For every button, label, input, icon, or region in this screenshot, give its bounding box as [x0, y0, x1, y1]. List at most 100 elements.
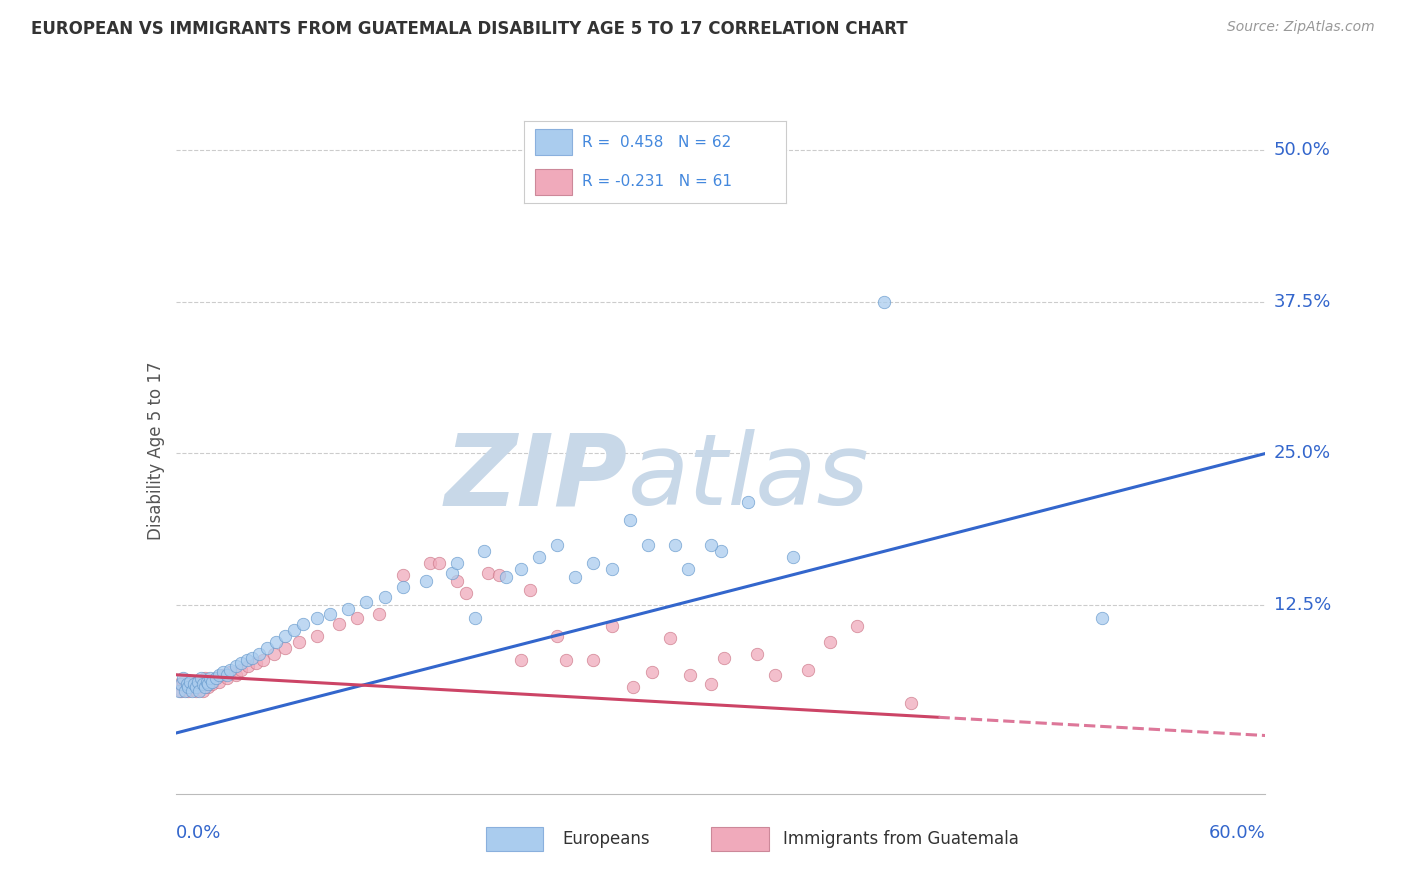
Point — [640, 665, 662, 680]
Point — [356, 595, 378, 609]
Point — [231, 663, 253, 677]
Point — [319, 607, 342, 621]
Point — [173, 680, 195, 694]
Point — [235, 653, 257, 667]
Point — [181, 675, 204, 690]
Text: atlas: atlas — [628, 429, 869, 526]
Point — [256, 640, 278, 655]
Point — [212, 665, 235, 680]
Point — [194, 680, 217, 694]
Point — [179, 680, 201, 694]
Point — [509, 562, 531, 576]
Point — [710, 543, 733, 558]
Point — [219, 663, 242, 677]
Point — [181, 683, 204, 698]
Point — [188, 683, 211, 698]
Point — [274, 640, 297, 655]
Point — [546, 629, 568, 643]
Point — [782, 549, 804, 564]
Point — [179, 675, 201, 690]
Point — [215, 672, 238, 686]
Text: 60.0%: 60.0% — [1209, 824, 1265, 842]
Point — [184, 683, 207, 698]
Point — [415, 574, 437, 589]
Point — [264, 635, 287, 649]
Text: 50.0%: 50.0% — [1274, 141, 1330, 159]
Point — [307, 629, 329, 643]
Point — [391, 568, 413, 582]
Point — [564, 570, 586, 584]
Point — [283, 623, 305, 637]
Point — [495, 570, 517, 584]
Point — [477, 566, 499, 580]
Point — [427, 556, 450, 570]
Point — [177, 680, 200, 694]
Point — [519, 582, 541, 597]
Point — [1091, 610, 1114, 624]
Point — [191, 683, 214, 698]
Point — [555, 653, 578, 667]
Point — [337, 602, 360, 616]
Point — [391, 580, 413, 594]
Point — [176, 677, 198, 691]
Point — [509, 653, 531, 667]
Point — [252, 653, 274, 667]
Text: Source: ZipAtlas.com: Source: ZipAtlas.com — [1227, 20, 1375, 34]
Point — [194, 672, 217, 686]
Point — [197, 677, 219, 691]
Point — [201, 677, 224, 691]
Point — [190, 677, 212, 691]
Point — [456, 586, 478, 600]
Text: 37.5%: 37.5% — [1274, 293, 1331, 310]
Text: ZIP: ZIP — [444, 429, 628, 526]
Point — [664, 538, 686, 552]
Point — [374, 590, 396, 604]
Point — [177, 683, 200, 698]
Point — [700, 677, 723, 691]
Point — [328, 616, 350, 631]
Point — [247, 647, 270, 661]
Point — [763, 667, 786, 681]
Point — [600, 562, 623, 576]
Point — [745, 647, 768, 661]
Point — [619, 513, 641, 527]
Point — [440, 566, 463, 580]
Point — [474, 543, 496, 558]
Point — [291, 616, 314, 631]
Point — [212, 667, 235, 681]
Point — [621, 680, 644, 694]
Point — [700, 538, 723, 552]
Point — [172, 675, 194, 690]
Point — [184, 680, 207, 694]
Point — [582, 653, 605, 667]
Text: 25.0%: 25.0% — [1274, 444, 1331, 462]
Point — [737, 495, 759, 509]
Point — [419, 556, 441, 570]
Point — [208, 667, 231, 681]
Point — [446, 574, 468, 589]
Point — [170, 677, 193, 691]
Point — [195, 675, 218, 690]
Point — [245, 656, 267, 670]
Point — [170, 683, 193, 698]
Point — [582, 556, 605, 570]
Point — [238, 659, 260, 673]
Point — [546, 538, 568, 552]
Point — [527, 549, 550, 564]
Point — [637, 538, 659, 552]
Point — [818, 635, 841, 649]
Point — [200, 672, 222, 686]
Point — [676, 562, 699, 576]
Point — [231, 656, 253, 670]
Point — [201, 675, 224, 690]
Point — [679, 667, 702, 681]
Y-axis label: Disability Age 5 to 17: Disability Age 5 to 17 — [146, 361, 165, 540]
Text: EUROPEAN VS IMMIGRANTS FROM GUATEMALA DISABILITY AGE 5 TO 17 CORRELATION CHART: EUROPEAN VS IMMIGRANTS FROM GUATEMALA DI… — [31, 20, 907, 37]
Point — [169, 677, 191, 691]
Text: 12.5%: 12.5% — [1274, 597, 1331, 615]
Point — [900, 696, 922, 710]
Point — [346, 610, 368, 624]
Point — [263, 647, 285, 661]
Point — [368, 607, 391, 621]
Point — [600, 619, 623, 633]
